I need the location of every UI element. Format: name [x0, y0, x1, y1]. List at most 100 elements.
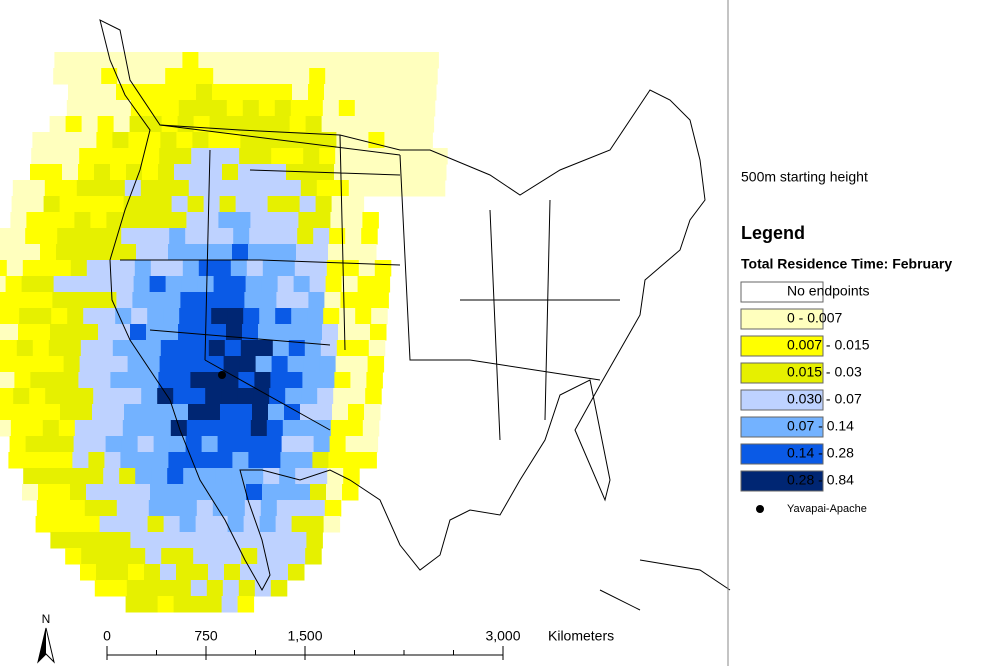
grid-cell — [173, 388, 190, 405]
grid-cell — [342, 52, 359, 69]
grid-cell — [370, 324, 387, 341]
grid-cell — [430, 164, 447, 181]
grid-cell — [167, 468, 184, 485]
grid-cell — [22, 260, 40, 277]
grid-cell — [224, 564, 241, 581]
grid-cell — [274, 532, 291, 549]
grid-cell — [346, 212, 363, 229]
grid-cell — [351, 356, 369, 373]
grid-cell — [357, 68, 374, 85]
grid-cell — [174, 580, 192, 597]
grid-cell — [262, 260, 280, 277]
grid-cell — [280, 452, 297, 469]
grid-cell — [357, 276, 375, 293]
grid-cell — [118, 260, 136, 277]
grid-cell — [130, 532, 147, 549]
grid-cell — [211, 516, 229, 533]
grid-cell — [56, 452, 73, 469]
grid-cell — [24, 244, 41, 261]
grid-cell — [68, 84, 85, 101]
grid-cell — [149, 276, 167, 293]
grid-cell — [262, 52, 279, 69]
grid-cell — [372, 292, 389, 309]
grid-cell — [161, 116, 179, 133]
grid-cell — [192, 564, 209, 581]
grid-cell — [230, 260, 248, 277]
grid-cell — [38, 484, 55, 501]
grid-cell — [199, 468, 216, 485]
grid-cell — [308, 84, 325, 101]
grid-cell — [64, 340, 82, 357]
grid-cell — [320, 340, 338, 357]
grid-cell — [42, 420, 60, 437]
grid-cell — [309, 68, 326, 85]
island-outline — [599, 559, 731, 611]
grid-cell — [298, 212, 315, 229]
grid-cell — [81, 548, 98, 565]
grid-cell — [217, 436, 235, 453]
grid-cell — [316, 404, 333, 421]
grid-cell — [28, 180, 46, 197]
grid-cell — [284, 180, 302, 197]
grid-cell — [264, 452, 281, 469]
grid-cell — [170, 212, 187, 229]
grid-cell — [16, 340, 34, 357]
grid-cell — [271, 148, 288, 165]
grid-cell — [236, 404, 253, 421]
grid-cell — [295, 468, 312, 485]
grid-cell — [297, 228, 314, 245]
grid-cell — [210, 324, 227, 341]
grid-cell — [147, 308, 164, 325]
legend-label: 0.030 - 0.07 — [787, 391, 862, 407]
grid-cell — [348, 180, 366, 197]
grid-cell — [275, 308, 292, 325]
grid-cell — [252, 404, 269, 421]
grid-cell — [42, 212, 59, 229]
grid-cell — [62, 372, 79, 389]
grid-cell — [324, 84, 341, 101]
grid-cell — [208, 132, 225, 149]
grid-cell — [120, 452, 137, 469]
legend-title: Legend — [741, 223, 805, 243]
legend-swatch — [740, 443, 824, 465]
grid-cell — [321, 116, 339, 133]
grid-cell — [140, 404, 157, 421]
grid-cell — [74, 420, 92, 437]
grid-cell — [51, 516, 69, 533]
grid-cell — [202, 212, 219, 229]
grid-cell — [285, 388, 302, 405]
grid-cell — [107, 196, 125, 213]
grid-cell — [226, 324, 243, 341]
grid-cell — [168, 244, 185, 261]
grid-cell — [21, 276, 39, 293]
grid-cell — [129, 116, 147, 133]
grid-cell — [196, 292, 213, 309]
grid-cell — [266, 420, 284, 437]
grid-cell — [260, 292, 277, 309]
grid-cell — [41, 436, 59, 453]
grid-cell — [263, 468, 280, 485]
grid-cell — [348, 404, 365, 421]
grid-cell — [157, 388, 174, 405]
grid-cell — [96, 564, 113, 581]
grid-cell — [237, 596, 255, 613]
grid-cell — [83, 308, 100, 325]
grid-cell — [340, 292, 357, 309]
grid-cell — [46, 164, 63, 181]
grid-cell — [367, 356, 385, 373]
grid-cell — [323, 516, 341, 533]
grid-cell — [383, 148, 400, 165]
grid-cell — [268, 180, 286, 197]
grid-cell — [271, 356, 289, 373]
grid-cell — [35, 516, 53, 533]
grid-cell — [3, 308, 20, 325]
grid-cell — [281, 228, 298, 245]
grid-cell — [364, 180, 382, 197]
grid-cell — [153, 228, 170, 245]
grid-cell — [259, 516, 277, 533]
grid-cell — [365, 388, 382, 405]
grid-cell — [329, 436, 347, 453]
grid-cell — [144, 132, 161, 149]
grid-cell — [389, 68, 406, 85]
grid-cell — [109, 388, 126, 405]
